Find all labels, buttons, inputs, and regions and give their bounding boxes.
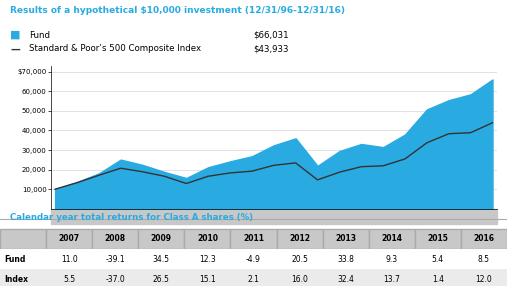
Text: —: — (10, 44, 20, 54)
Text: $43,933: $43,933 (254, 44, 289, 53)
Text: Fund: Fund (29, 31, 50, 40)
Bar (51, 209, 497, 225)
Text: Results of a hypothetical $10,000 investment (12/31/96-12/31/16): Results of a hypothetical $10,000 invest… (10, 6, 345, 15)
Text: Calendar year total returns for Class A shares (%): Calendar year total returns for Class A … (10, 213, 253, 222)
Text: Standard & Poor’s 500 Composite Index: Standard & Poor’s 500 Composite Index (29, 44, 201, 53)
Text: $66,031: $66,031 (254, 31, 289, 40)
Text: ■: ■ (10, 30, 21, 40)
